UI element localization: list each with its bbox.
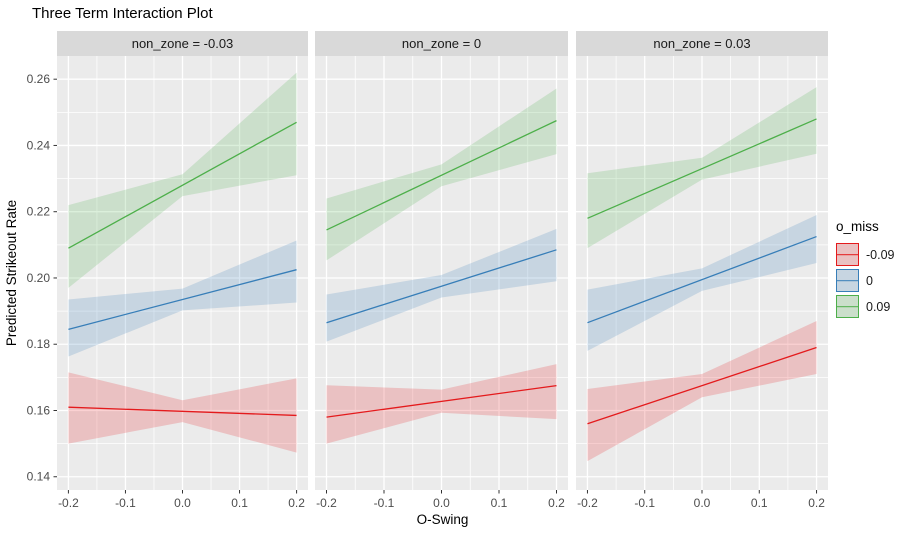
y-tick-label: 0.24	[27, 138, 51, 152]
x-tick-label: 0.2	[548, 496, 565, 510]
legend-key-line-swatch	[837, 253, 858, 256]
confidence-ribbon-o-miss-0	[326, 228, 557, 342]
x-tick-label: 0.2	[808, 496, 825, 510]
x-tick-label: -0.2	[316, 496, 337, 510]
legend-key-icon	[836, 295, 859, 318]
legend-key-line-swatch	[837, 305, 858, 308]
chart-title: Three Term Interaction Plot	[32, 5, 213, 22]
y-tick-label: 0.26	[27, 72, 51, 86]
legend-entry-label: 0.09	[866, 299, 891, 314]
x-tick-label: 0.0	[433, 496, 450, 510]
legend-title: o_miss	[836, 219, 879, 234]
y-tick-label: 0.22	[27, 205, 51, 219]
legend-key-icon	[836, 269, 859, 292]
facet-strip-label: non_zone = 0.03	[653, 36, 750, 51]
confidence-ribbon-o-miss--0.09	[326, 364, 557, 444]
facet-strip	[315, 31, 568, 56]
y-tick-label: 0.14	[27, 470, 51, 484]
y-tick-label: 0.20	[27, 271, 51, 285]
fit-line-o-miss--0.09	[68, 406, 297, 417]
facet-strip-label: non_zone = -0.03	[132, 36, 234, 51]
x-tick-label: 0.0	[694, 496, 711, 510]
legend-entry-label: 0	[866, 273, 873, 288]
legend-key-icon	[836, 243, 859, 266]
confidence-ribbon-o-miss--0.09	[68, 372, 297, 453]
facet-strip-label: non_zone = 0	[402, 36, 481, 51]
legend-key-line-swatch	[837, 279, 858, 282]
x-tick-label: 0.1	[751, 496, 768, 510]
y-tick-label: 0.16	[27, 403, 51, 417]
x-tick-label: 0.2	[288, 496, 305, 510]
fit-line-o-miss--0.09	[587, 346, 817, 425]
facet-strip	[576, 31, 828, 56]
fit-line-o-miss-0.09	[587, 118, 817, 219]
y-tick-label: 0.18	[27, 337, 51, 351]
legend-entry: 0	[836, 269, 895, 292]
x-tick-label: -0.1	[374, 496, 395, 510]
x-axis-title: O-Swing	[417, 512, 469, 527]
confidence-ribbon-o-miss-0.09	[68, 72, 297, 288]
legend: o_miss -0.09 0 0.09	[836, 219, 895, 321]
x-tick-label: -0.1	[634, 496, 655, 510]
x-tick-label: -0.2	[58, 496, 79, 510]
fit-line-o-miss-0.09	[326, 120, 557, 231]
x-tick-label: -0.2	[577, 496, 598, 510]
fit-line-o-miss-0	[587, 235, 817, 324]
confidence-ribbon-o-miss--0.09	[587, 321, 817, 462]
x-tick-label: 0.1	[231, 496, 248, 510]
confidence-ribbon-o-miss-0	[587, 215, 817, 351]
legend-entry-label: -0.09	[866, 247, 895, 262]
legend-entry: 0.09	[836, 295, 895, 318]
x-tick-label: -0.1	[115, 496, 136, 510]
x-tick-label: 0.1	[491, 496, 508, 510]
confidence-ribbon-o-miss-0	[68, 240, 297, 357]
y-axis-title: Predicted Strikeout Rate	[4, 200, 19, 346]
fit-line-o-miss-0.09	[68, 121, 297, 249]
x-tick-label: 0.0	[174, 496, 191, 510]
fit-line-o-miss--0.09	[326, 384, 557, 418]
legend-entry: -0.09	[836, 243, 895, 266]
facet-strip	[57, 31, 308, 56]
fit-line-o-miss-0	[326, 249, 557, 324]
confidence-ribbon-o-miss-0.09	[587, 87, 817, 249]
confidence-ribbon-o-miss-0.09	[326, 88, 557, 261]
fit-line-o-miss-0	[68, 269, 297, 330]
